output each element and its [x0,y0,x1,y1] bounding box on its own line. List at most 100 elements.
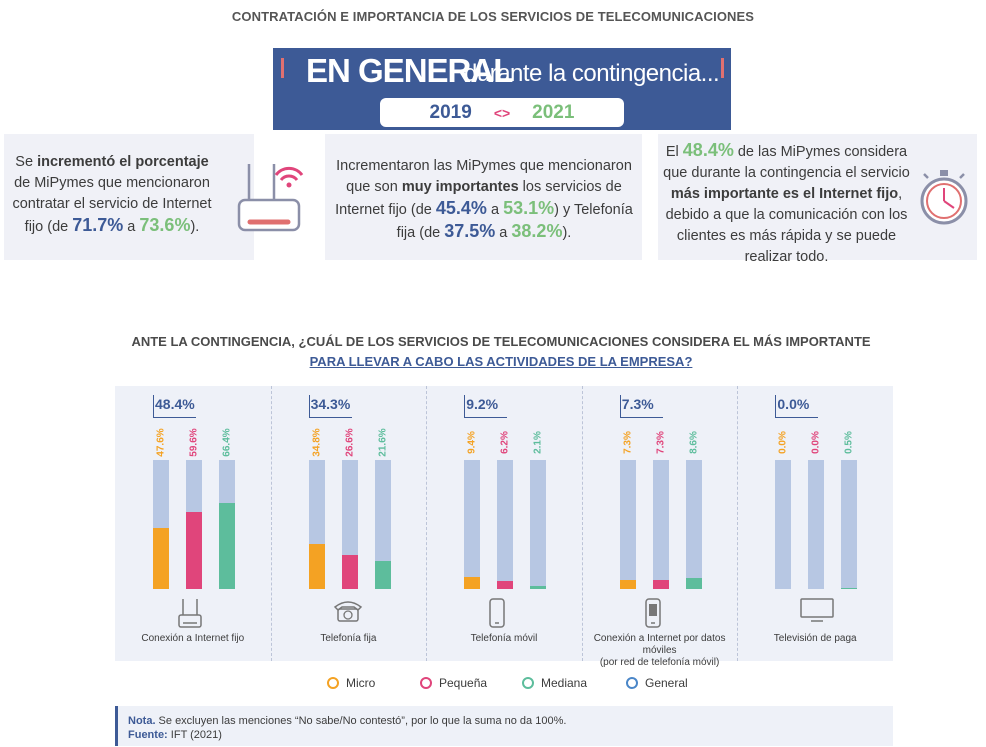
bar-track [841,460,858,589]
category-label-line: Televisión de paga [773,633,857,644]
bar-track [685,460,702,589]
bar-pequena [497,581,514,589]
bar-track [374,460,391,589]
banner: EN GENERAL durante la contingencia... 20… [273,48,731,130]
bar-value-label: 9.4% [466,431,478,454]
bar-value-label: 66.4% [221,428,233,457]
wifi-router-icon [237,164,304,232]
banner-subheading: durante la contingencia... [464,60,720,87]
category-label: Conexión a Internet fijo [115,633,271,645]
bar-micro [308,544,325,589]
general-value-label: 48.4% [155,396,195,412]
category-divider [581,386,583,661]
card-text: El 48.4% de las MiPymes considera que du… [663,140,910,265]
card-text: Se incrementó el porcentaje de MiPymes qu… [12,154,212,235]
general-value-label: 7.3% [621,396,654,412]
bar-value-label: 6.2% [499,431,511,454]
bar-mediana [374,561,391,589]
note-box: Nota. Se excluyen las menciones “No sabe… [115,706,893,746]
bar-track [619,460,636,589]
legend-dot-icon [626,677,638,689]
general-callout [308,395,352,418]
bar-micro [464,576,481,589]
general-value-label: 9.2% [466,396,499,412]
category-divider [426,386,428,661]
general-callout [153,395,196,418]
bar-value-label: 47.6% [155,428,167,457]
source-text: Fuente: IFT (2021) [128,729,222,741]
info-card-internet-contract: Se incrementó el porcentaje de MiPymes qu… [4,134,304,260]
bar-value-label: 26.6% [344,428,356,457]
bar-pequena [341,554,358,589]
bar-track [652,460,669,589]
note-text: Nota. Se excluyen las menciones “No sabe… [128,715,567,727]
bar-track [808,460,825,589]
bar-value-label: 0.0% [810,431,822,454]
year-to: 2021 [532,101,575,123]
legend-dot-icon [522,677,534,689]
bar-value-label: 2.1% [532,431,544,454]
banner-years: 2019 <> 2021 [380,98,624,127]
general-callout [619,395,663,418]
bar-value-label: 21.6% [377,428,389,457]
bar-track [464,460,481,589]
legend-item-micro: Micro [327,676,375,690]
category-label: Televisión de paga [737,633,893,645]
category-divider [270,386,272,661]
banner-heading: EN GENERAL [306,52,513,89]
bar-track [497,460,514,589]
bar-pequena [652,579,669,589]
bar-micro [619,579,636,589]
category-label: Telefonía móvil [426,633,582,645]
bar-value-label: 7.3% [655,431,667,454]
bar-value-label: 0.0% [777,431,789,454]
television-icon [799,597,835,628]
bar-mediana [530,586,547,589]
banner-left-mark [281,58,284,78]
mobile-phone-icon [488,597,506,634]
general-callout [464,395,508,418]
category-label: Conexión a Internet por datos móviles (po… [582,633,738,669]
bar-value-label: 34.8% [311,428,323,457]
chart-question-line1: ANTE LA CONTINGENCIA, ¿CUÁL DE LOS SERVI… [131,334,871,349]
stopwatch-icon [920,170,968,225]
category-label-line: Telefonía móvil [470,633,538,644]
bar-track [775,460,792,589]
category-divider [737,386,739,661]
info-card-most-important: El 48.4% de las MiPymes considera que du… [658,134,977,265]
year-from: 2019 [429,101,472,123]
banner-right-mark [721,58,724,78]
bar-mediana [685,577,702,589]
legend-item-general: General [626,676,688,690]
mobile-data-icon [644,597,662,634]
info-card-importance: Incrementaron las MiPymes que mencionaro… [325,134,642,260]
legend-item-pequena: Pequeña [420,676,487,690]
legend-dot-icon [327,677,339,689]
category-label-line: Conexión a Internet por datos móviles [593,633,726,656]
chart-question-line2: PARA LLEVAR A CABO LAS ACTIVIDADES DE LA… [309,354,693,369]
compare-arrow: <> [493,104,511,121]
bar-value-label: 0.5% [843,431,855,454]
bar-value-label: 59.6% [188,428,200,457]
bar-mediana [841,587,858,589]
category-label-line: Conexión a Internet fijo [141,633,245,644]
landline-phone-icon [332,597,364,628]
category-label: Telefonía fija [271,633,427,645]
bar-track [530,460,547,589]
category-label-line: (por red de telefonía móvil) [599,657,720,668]
legend-dot-icon [420,677,432,689]
general-value-label: 34.3% [310,396,351,412]
bar-mediana [219,503,235,589]
general-value-label: 0.0% [777,396,810,412]
general-callout [775,395,819,418]
card-text: Incrementaron las MiPymes que mencionaro… [335,158,633,241]
router-icon [177,597,203,636]
bar-pequena [186,512,202,589]
bar-value-label: 7.3% [622,431,634,454]
category-label-line: Telefonía fija [320,633,377,644]
page-title: CONTRATACIÓN E IMPORTANCIA DE LOS SERVIC… [231,9,755,24]
bar-value-label: 8.6% [688,431,700,454]
bar-micro [153,527,169,589]
legend-item-mediana: Mediana [522,676,587,690]
